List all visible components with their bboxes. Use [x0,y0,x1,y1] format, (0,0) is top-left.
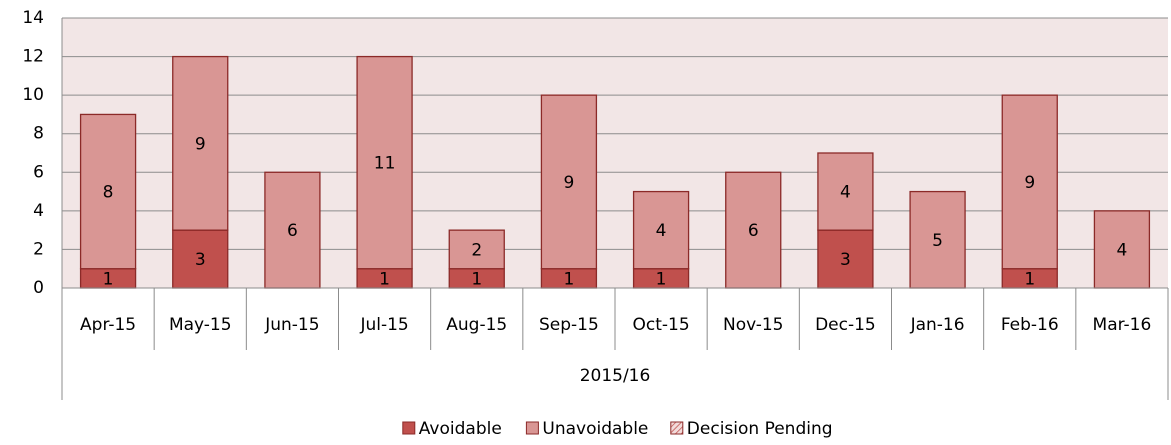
legend-label: Unavoidable [542,419,648,439]
x-tick-label: Sep-15 [539,315,599,335]
data-label: 1 [1024,269,1035,289]
data-label: 4 [1117,240,1128,260]
x-tick-label: Apr-15 [80,315,136,335]
x-tick-label: Aug-15 [446,315,507,335]
data-label: 3 [840,250,851,270]
legend-swatch [670,421,684,435]
data-label: 1 [564,269,575,289]
y-tick-label: 6 [33,162,44,182]
data-label: 9 [1024,173,1035,193]
x-tick-label: May-15 [169,315,232,335]
legend-label: Decision Pending [687,419,833,439]
data-label: 6 [287,221,298,241]
bar-segment [1001,94,1058,270]
y-tick-label: 2 [33,239,44,259]
data-label: 6 [748,221,759,241]
data-label: 1 [656,269,667,289]
x-tick-label: Feb-16 [1001,315,1059,335]
x-tick-label: Dec-15 [815,315,876,335]
data-label: 1 [103,269,114,289]
bar-segment [909,190,966,289]
bar-segment [172,229,229,289]
data-label: 2 [471,240,482,260]
bar-segment [356,55,413,270]
bar-segment [79,113,137,270]
data-label: 3 [195,250,206,270]
y-tick-label: 8 [33,124,44,144]
bar-segment [540,94,598,270]
plot-area [62,18,1168,288]
bar-segment [264,171,321,289]
data-label: 1 [471,269,482,289]
x-group-label: 2015/16 [580,366,651,386]
bar-segment [817,152,874,231]
legend-label: Avoidable [419,419,502,439]
legend-swatch [402,421,416,435]
data-label: 9 [564,173,575,193]
x-tick-label: Oct-15 [632,315,689,335]
data-label: 4 [656,221,667,241]
bar-segment [632,190,690,270]
x-tick-label: Mar-16 [1093,315,1152,335]
x-tick-label: Jan-16 [910,315,965,335]
legend-swatch [525,421,539,435]
data-label: 5 [932,231,943,251]
x-tick-label: Jul-15 [359,315,408,335]
data-label: 11 [374,154,396,174]
y-tick-label: 12 [22,47,44,67]
bar-segment [448,229,505,270]
data-label: 1 [379,269,390,289]
bar-segment [172,55,229,231]
bar-segment [1093,210,1151,289]
x-tick-label: Jun-15 [264,315,319,335]
y-tick-label: 14 [22,8,44,28]
x-tick-label: Nov-15 [723,315,784,335]
bar-segment [725,171,782,289]
y-tick-label: 4 [33,201,44,221]
data-label: 9 [195,134,206,154]
y-tick-label: 10 [22,85,44,105]
data-label: 8 [103,183,114,203]
data-label: 4 [840,183,851,203]
y-tick-label: 0 [33,278,44,298]
